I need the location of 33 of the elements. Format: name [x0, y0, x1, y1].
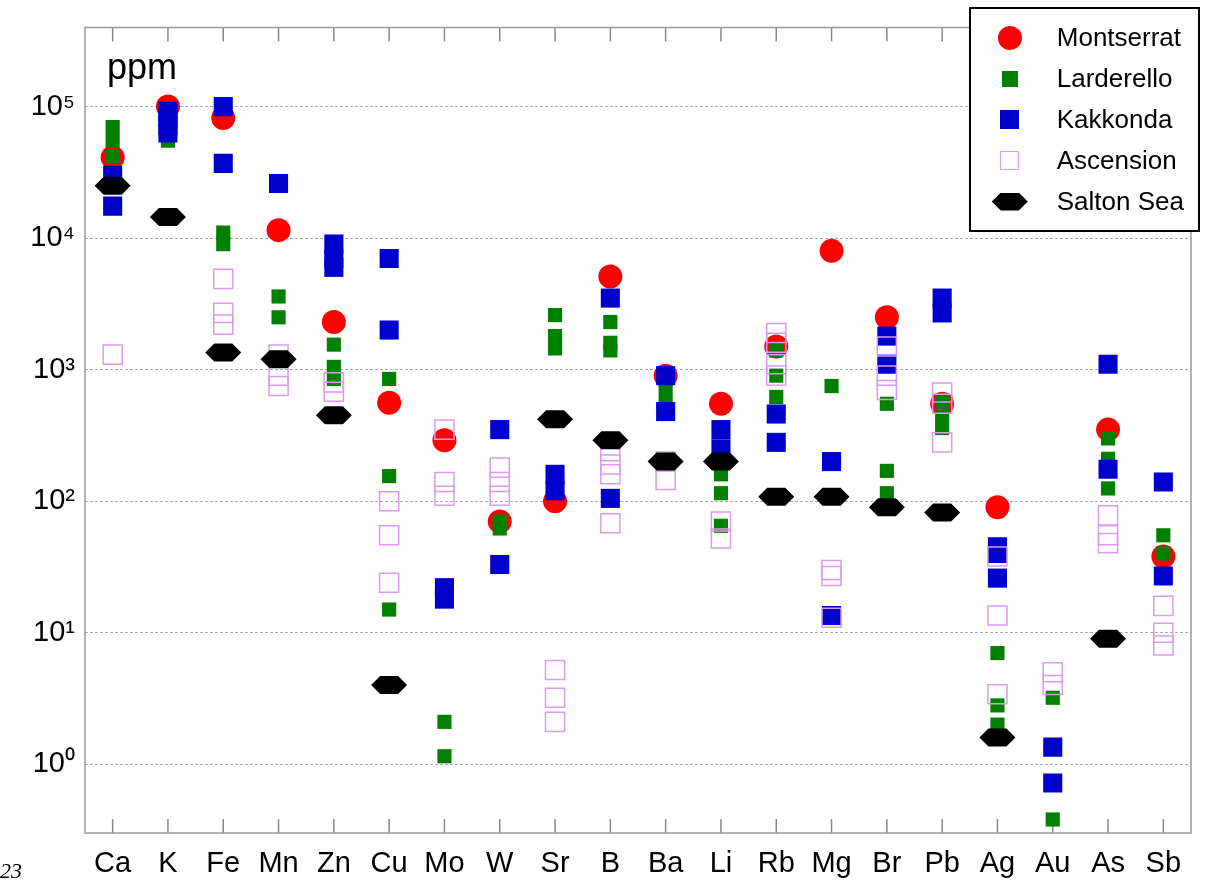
y-tick-label: 10⁵: [30, 88, 75, 121]
y-axis-title: ppm: [107, 46, 178, 88]
x-tick-label: Fe: [206, 846, 241, 879]
x-tick-label: Ba: [647, 846, 685, 879]
x-tick-label: Sb: [1145, 846, 1182, 879]
x-tick-label: B: [600, 846, 621, 879]
x-tick-label: Au: [1035, 846, 1071, 879]
legend-label: Salton Sea: [1056, 186, 1184, 217]
legend-label: Ascension: [1056, 145, 1177, 176]
y-tick-label: 10²: [33, 483, 76, 516]
x-tick-label: As: [1091, 846, 1125, 879]
x-tick-label: Sr: [540, 846, 570, 879]
text: 23: [0, 858, 22, 884]
legend-label: Larderello: [1056, 63, 1173, 94]
y-tick-label: 10⁰: [32, 746, 75, 779]
x-tick-label: W: [486, 846, 515, 879]
x-tick-label: Mo: [424, 846, 465, 879]
x-tick-label: Mn: [258, 846, 299, 879]
x-tick-label: Br: [872, 846, 902, 879]
x-tick-label: Ag: [979, 846, 1016, 879]
x-tick-label: K: [158, 846, 179, 879]
legend-label: Montserrat: [1056, 22, 1182, 53]
x-tick-label: Li: [709, 846, 733, 879]
y-tick-label: 10³: [33, 351, 76, 384]
legend-label: Kakkonda: [1056, 104, 1173, 135]
x-tick-label: Pb: [924, 846, 960, 879]
x-tick-label: Mg: [811, 846, 852, 879]
y-tick-label: 10¹: [33, 614, 76, 647]
x-tick-label: Cu: [370, 846, 408, 879]
x-tick-label: Zn: [316, 846, 351, 879]
x-tick-label: Rb: [757, 846, 795, 879]
y-tick-label: 10⁴: [30, 220, 75, 253]
x-tick-label: Ca: [94, 846, 133, 879]
